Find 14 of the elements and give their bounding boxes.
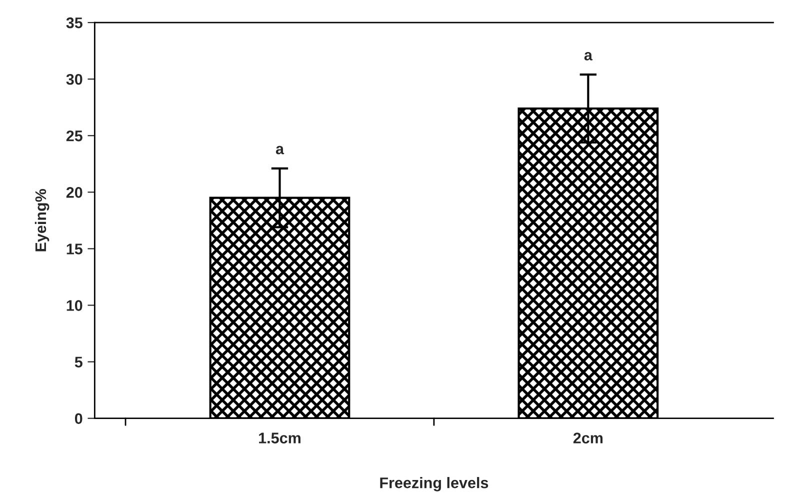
x-tick-label: 1.5cm: [259, 432, 300, 444]
y-tick-label: 5: [74, 356, 82, 368]
y-tick-label: 10: [66, 300, 82, 311]
y-axis-title: Eyeing%: [34, 189, 50, 252]
y-tick-label: 35: [66, 17, 82, 28]
y-tick-label: 30: [66, 74, 82, 85]
annotation: a: [276, 146, 284, 154]
y-tick-label: 25: [66, 130, 82, 142]
y-tick-label: 0: [74, 413, 82, 424]
x-axis-title: Freezing levels: [380, 477, 488, 492]
x-tick-label: 2cm: [573, 432, 603, 444]
annotation: a: [584, 52, 593, 60]
y-tick-label: 15: [66, 244, 82, 254]
y-tick-label: 20: [66, 187, 82, 198]
